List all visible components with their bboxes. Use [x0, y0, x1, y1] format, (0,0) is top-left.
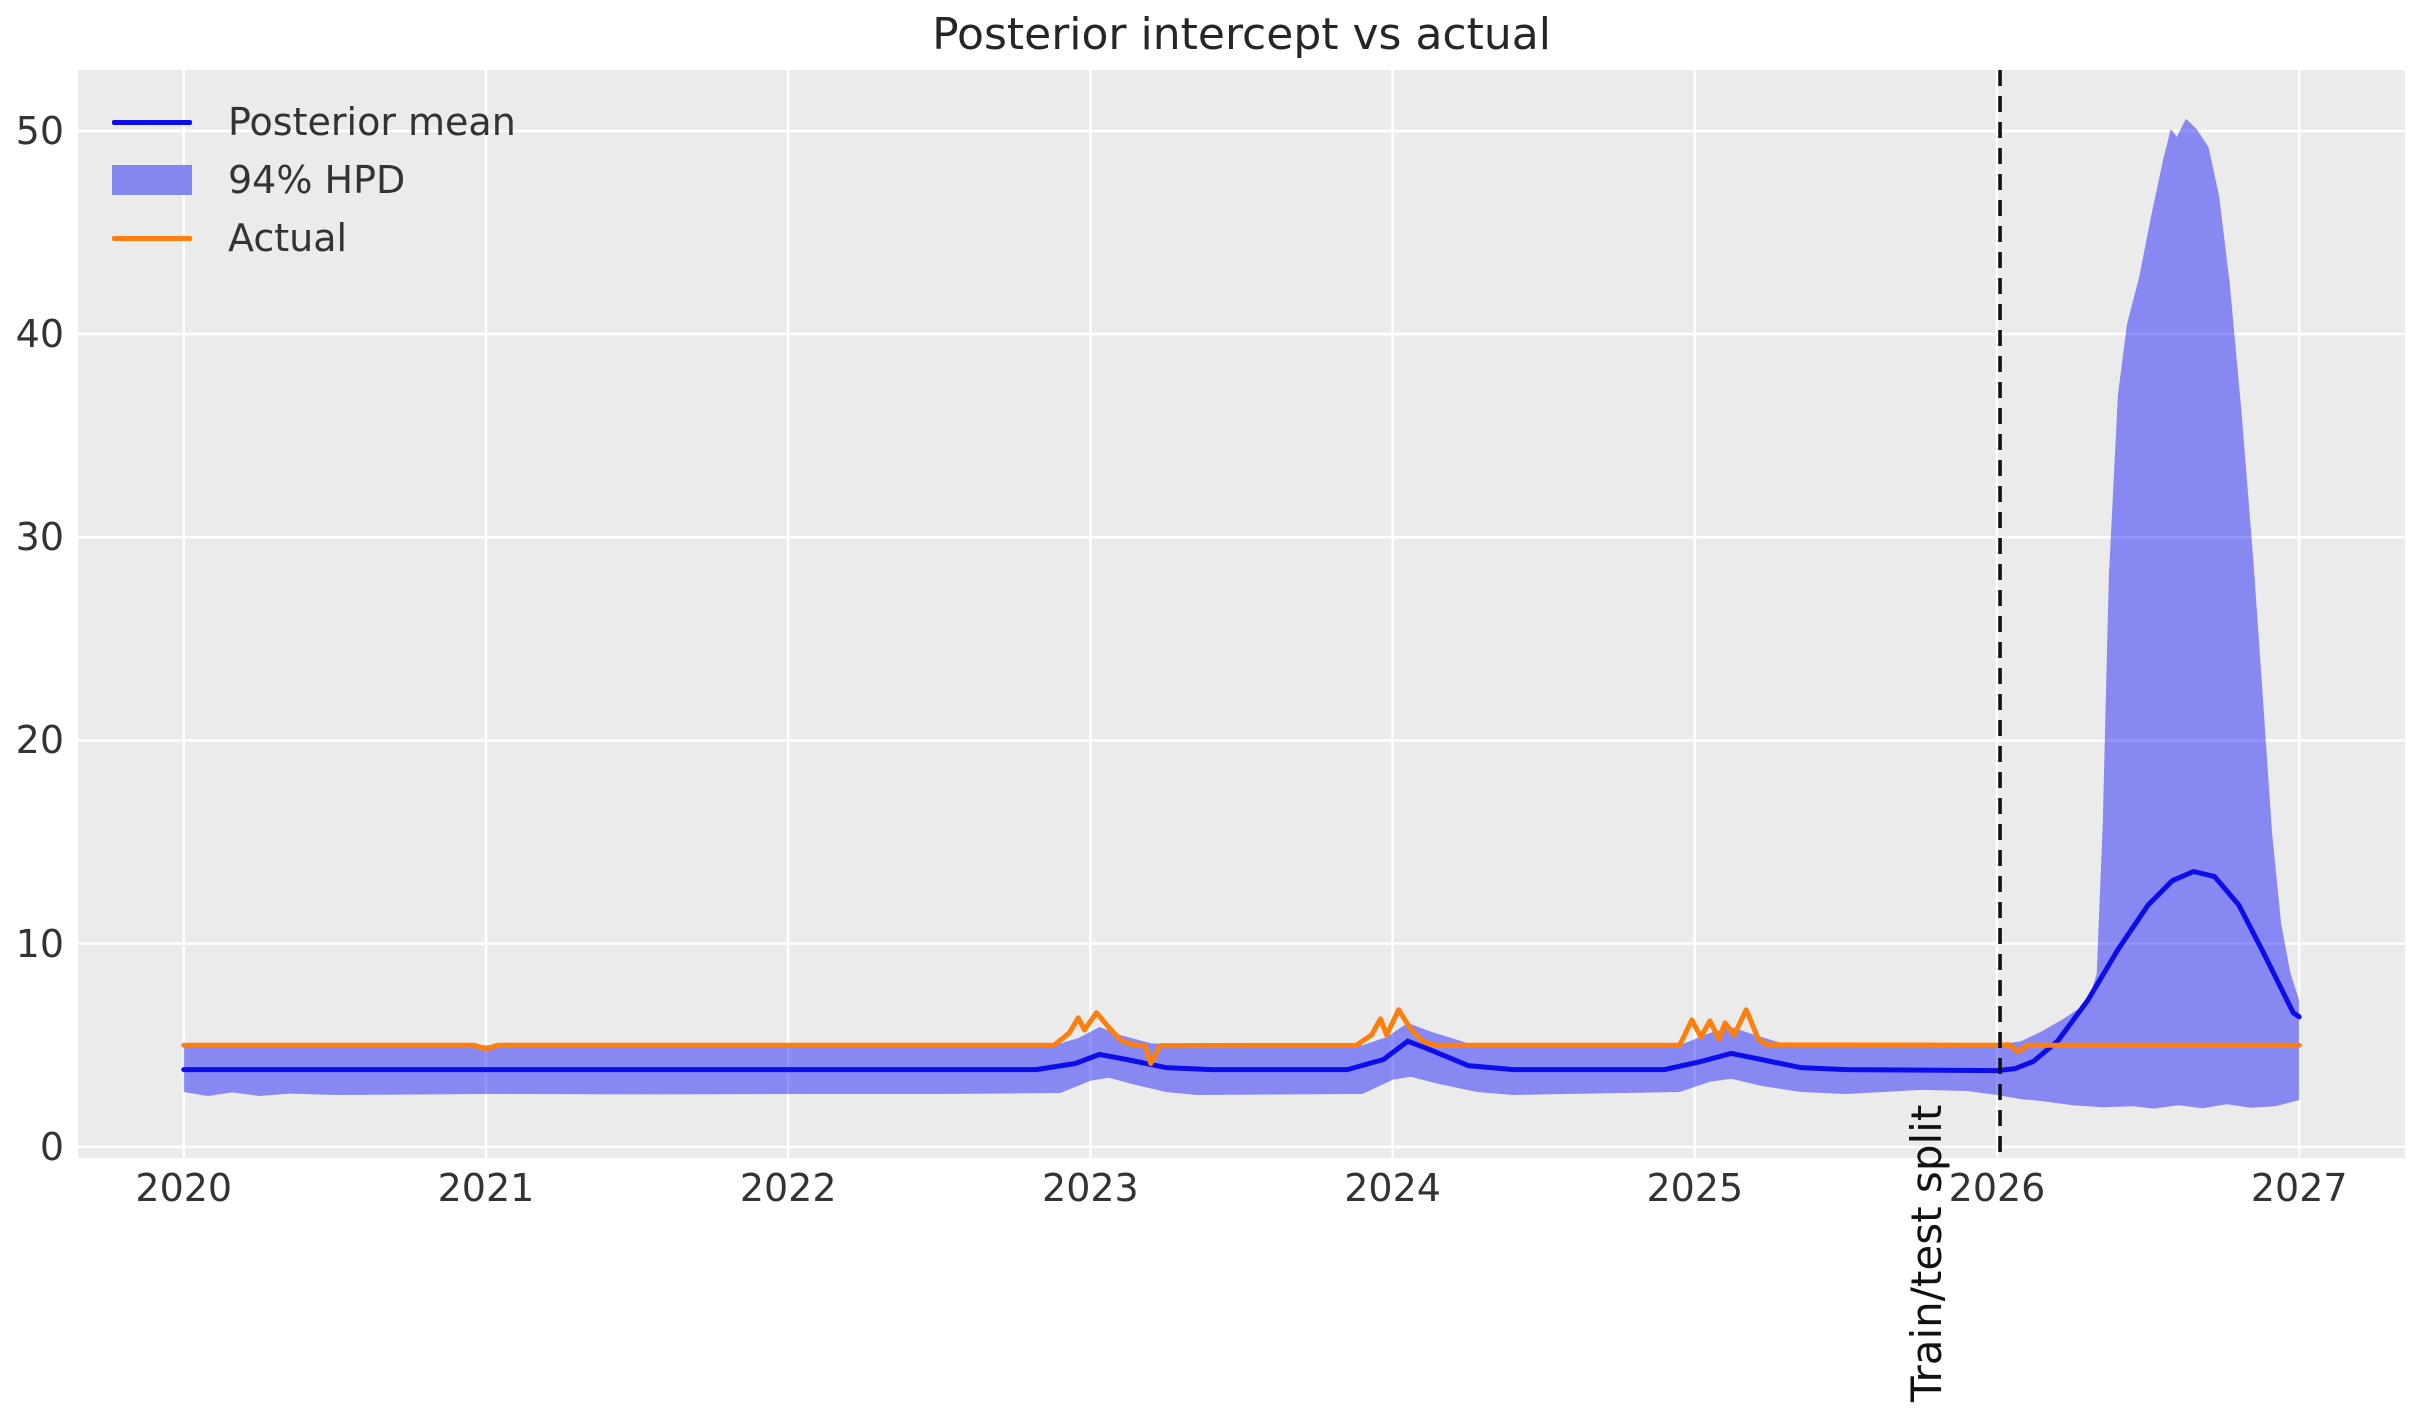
- x-tick-label: 2024: [1344, 1166, 1441, 1210]
- legend-label-actual: Actual: [228, 216, 348, 260]
- y-tick-label: 20: [15, 718, 64, 763]
- legend-label-posterior-mean: Posterior mean: [228, 100, 516, 144]
- plot-background: [78, 70, 2405, 1158]
- train-test-split-label: Train/test split: [1902, 1104, 1951, 1402]
- posterior-mean-line-swatch: [112, 119, 192, 125]
- hpd-band: [183, 118, 2300, 1109]
- x-tick-label: 2022: [739, 1166, 837, 1210]
- y-tick-label: 30: [15, 515, 64, 560]
- y-tick-label: 10: [15, 921, 64, 966]
- actual-line-swatch: [112, 235, 192, 241]
- chart-title: Posterior intercept vs actual: [932, 9, 1551, 60]
- y-tick-label: 0: [39, 1124, 64, 1169]
- legend-swatch-cell: [112, 165, 192, 195]
- legend-label-hpd: 94% HPD: [228, 158, 406, 202]
- legend-item-posterior-mean: Posterior mean: [112, 93, 516, 151]
- x-tick-label: 2027: [2250, 1166, 2348, 1210]
- series-actual: [181, 1007, 2302, 1066]
- legend-item-actual: Actual: [112, 209, 516, 267]
- x-tick-label: 2026: [1948, 1166, 2046, 1210]
- legend-item-hpd: 94% HPD: [112, 151, 516, 209]
- legend: Posterior mean 94% HPD Actual: [112, 93, 516, 267]
- x-tick-label: 2020: [135, 1166, 233, 1210]
- x-tick-label: 2021: [437, 1166, 535, 1210]
- x-tick-label: 2025: [1646, 1166, 1744, 1210]
- y-tick-label: 40: [15, 312, 64, 357]
- legend-swatch-cell: [112, 235, 192, 241]
- legend-swatch-cell: [112, 119, 192, 125]
- x-tick-label: 2023: [1042, 1166, 1139, 1210]
- series-posterior-mean: [181, 869, 2302, 1074]
- y-tick-label: 50: [15, 108, 64, 153]
- hpd-patch-swatch: [112, 165, 192, 195]
